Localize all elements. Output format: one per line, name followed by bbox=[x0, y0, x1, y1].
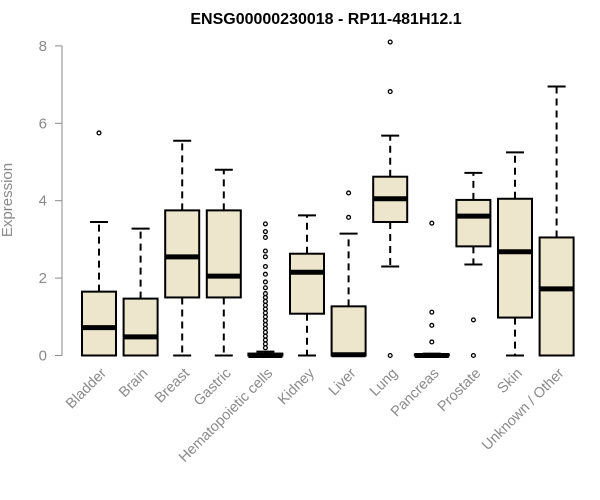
y-tick-label: 4 bbox=[39, 193, 47, 210]
iqr-box bbox=[122, 297, 159, 357]
box-unknown-other bbox=[538, 85, 575, 357]
x-tick-label: Brain bbox=[116, 366, 151, 401]
outlier-point bbox=[387, 39, 393, 45]
outlier-point bbox=[262, 291, 268, 297]
y-axis: 0 2 4 6 8 bbox=[39, 38, 63, 365]
y-tick-label: 8 bbox=[39, 38, 47, 55]
x-tick-label: Bladder bbox=[63, 365, 110, 412]
iqr-box bbox=[538, 236, 575, 357]
outlier-point bbox=[262, 248, 268, 254]
y-tick-label: 2 bbox=[39, 270, 47, 287]
outlier-point bbox=[262, 271, 268, 277]
box-prostate bbox=[455, 171, 492, 359]
box-pancreas bbox=[413, 220, 450, 358]
outlier-point bbox=[429, 339, 435, 345]
box-hematopoietic-cells bbox=[247, 221, 284, 358]
iqr-box bbox=[81, 290, 117, 357]
outlier-point bbox=[262, 263, 268, 270]
outlier-point bbox=[262, 254, 268, 260]
box-skin bbox=[497, 151, 533, 357]
iqr-box bbox=[497, 197, 533, 319]
iqr-box bbox=[289, 252, 325, 315]
outlier-point bbox=[429, 322, 435, 328]
outlier-point bbox=[429, 220, 435, 226]
x-tick-label: Lung bbox=[367, 366, 401, 400]
y-tick-label: 6 bbox=[39, 115, 47, 132]
iqr-box bbox=[205, 209, 242, 299]
outlier-point bbox=[262, 229, 268, 235]
outlier-point bbox=[346, 214, 352, 220]
outlier-point bbox=[470, 317, 476, 323]
iqr-box bbox=[455, 198, 492, 248]
outlier-point bbox=[429, 309, 435, 315]
boxes-group bbox=[81, 39, 575, 359]
box-gastric bbox=[205, 168, 242, 357]
x-tick-label: Liver bbox=[326, 365, 360, 399]
box-lung bbox=[372, 39, 409, 359]
box-kidney bbox=[289, 214, 325, 357]
iqr-box bbox=[164, 209, 201, 299]
outlier-point bbox=[262, 221, 268, 227]
outlier-point bbox=[96, 130, 102, 136]
y-axis-label: Expression bbox=[0, 163, 16, 237]
outlier-point bbox=[387, 89, 393, 95]
box-breast bbox=[164, 139, 201, 357]
outlier-point bbox=[262, 285, 268, 291]
chart-title: ENSG00000230018 - RP11-481H12.1 bbox=[190, 11, 461, 28]
outlier-point bbox=[470, 352, 476, 359]
outlier-point bbox=[262, 279, 268, 285]
box-bladder bbox=[81, 130, 117, 357]
outlier-point bbox=[346, 190, 352, 196]
iqr-box bbox=[330, 305, 367, 357]
outlier-point bbox=[262, 234, 268, 241]
x-tick-label: Breast bbox=[152, 366, 193, 407]
x-tick-label: Prostate bbox=[435, 366, 484, 415]
y-tick-label: 0 bbox=[39, 348, 47, 365]
x-tick-label: Kidney bbox=[275, 365, 318, 408]
box-brain bbox=[122, 227, 159, 357]
outlier-point bbox=[387, 352, 393, 359]
x-tick-label: Skin bbox=[495, 366, 526, 397]
box-liver bbox=[330, 190, 367, 358]
